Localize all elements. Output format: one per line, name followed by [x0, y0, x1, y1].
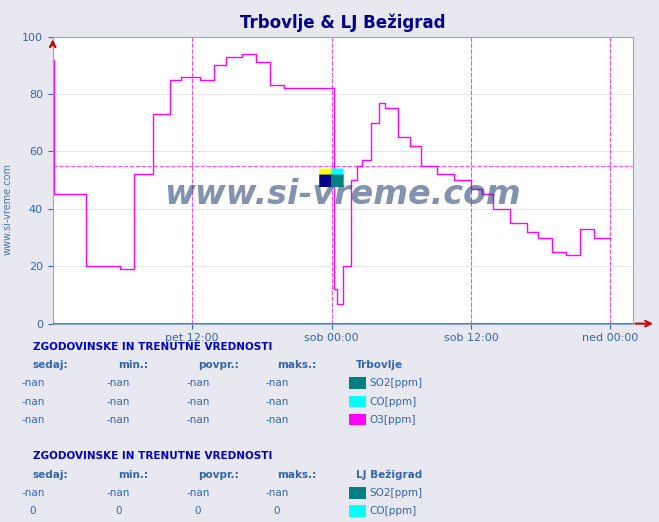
Text: -nan: -nan [21, 415, 45, 425]
Text: 0: 0 [194, 506, 201, 516]
Text: 0: 0 [273, 506, 280, 516]
Text: ZGODOVINSKE IN TRENUTNE VREDNOSTI: ZGODOVINSKE IN TRENUTNE VREDNOSTI [33, 452, 272, 461]
Text: -nan: -nan [265, 397, 289, 407]
Text: CO[ppm]: CO[ppm] [369, 506, 416, 516]
Text: sedaj:: sedaj: [33, 470, 69, 480]
Text: maks.:: maks.: [277, 360, 316, 370]
Text: -nan: -nan [265, 415, 289, 425]
Text: povpr.:: povpr.: [198, 470, 239, 480]
Text: -nan: -nan [107, 488, 130, 498]
Text: ZGODOVINSKE IN TRENUTNE VREDNOSTI: ZGODOVINSKE IN TRENUTNE VREDNOSTI [33, 342, 272, 352]
Text: -nan: -nan [186, 488, 210, 498]
Text: -nan: -nan [186, 415, 210, 425]
Text: -nan: -nan [107, 378, 130, 388]
Title: Trbovlje & LJ Bežigrad: Trbovlje & LJ Bežigrad [240, 14, 445, 32]
Text: sedaj:: sedaj: [33, 360, 69, 370]
Text: www.si-vreme.com: www.si-vreme.com [164, 178, 521, 211]
Text: SO2[ppm]: SO2[ppm] [369, 488, 422, 498]
Text: -nan: -nan [21, 397, 45, 407]
Text: -nan: -nan [265, 378, 289, 388]
Text: ▪: ▪ [317, 168, 333, 192]
Text: O3[ppm]: O3[ppm] [369, 415, 416, 425]
Text: maks.:: maks.: [277, 470, 316, 480]
Text: www.si-vreme.com: www.si-vreme.com [3, 163, 13, 255]
Text: SO2[ppm]: SO2[ppm] [369, 378, 422, 388]
Text: 0: 0 [30, 506, 36, 516]
Text: -nan: -nan [21, 488, 45, 498]
Text: ▪: ▪ [317, 162, 333, 186]
Text: -nan: -nan [265, 488, 289, 498]
Text: 0: 0 [115, 506, 122, 516]
Text: ▪: ▪ [328, 168, 345, 192]
Text: min.:: min.: [119, 470, 149, 480]
Text: -nan: -nan [186, 397, 210, 407]
Text: min.:: min.: [119, 360, 149, 370]
Text: -nan: -nan [21, 378, 45, 388]
Text: -nan: -nan [107, 415, 130, 425]
Text: Trbovlje: Trbovlje [356, 360, 403, 370]
Text: LJ Bežigrad: LJ Bežigrad [356, 469, 422, 480]
Text: CO[ppm]: CO[ppm] [369, 397, 416, 407]
Text: povpr.:: povpr.: [198, 360, 239, 370]
Text: -nan: -nan [107, 397, 130, 407]
Text: -nan: -nan [186, 378, 210, 388]
Text: ▪: ▪ [328, 162, 345, 186]
